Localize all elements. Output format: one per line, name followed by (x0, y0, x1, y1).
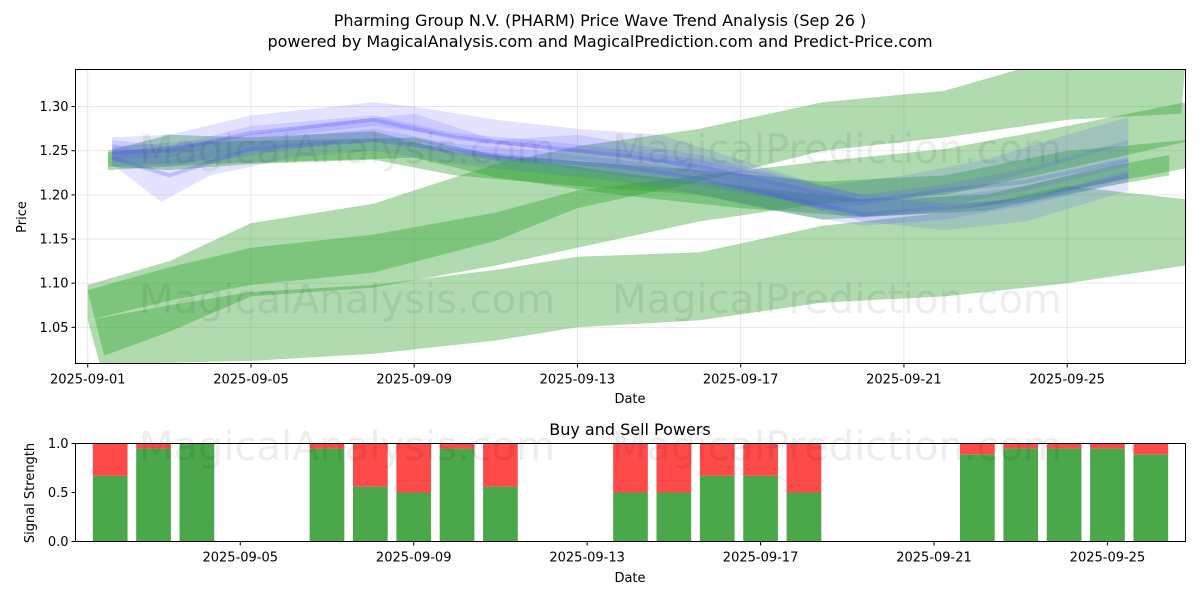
price-y-tick-label: 1.05 (40, 321, 69, 336)
buy-power-bar (786, 492, 822, 542)
signal-y-tick-label: 0.5 (48, 486, 69, 501)
signal-chart: Buy and Sell Powers MagicalAnalysis.com … (23, 420, 1186, 586)
signal-x-tick-label: 2025-09-13 (549, 551, 625, 566)
price-series (87, 69, 1186, 364)
buy-power-bar (1133, 454, 1169, 542)
price-wave-chart: MagicalAnalysis.com MagicalPrediction.co… (15, 69, 1186, 407)
price-y-tick-label: 1.20 (40, 188, 69, 203)
price-y-tick-label: 1.25 (40, 144, 69, 159)
signal-x-axis-label: Date (614, 571, 645, 586)
blue-wave-line (112, 117, 1129, 204)
price-axes-frame (75, 69, 1186, 364)
sell-power-bar (396, 443, 432, 493)
price-x-ticks: 2025-09-01 2025-09-05 2025-09-09 2025-09-13… (50, 363, 1105, 388)
price-x-tick-label: 2025-09-21 (866, 373, 942, 388)
green-wave-band (87, 102, 1186, 356)
sell-power-bar (353, 443, 388, 487)
sell-power-bar (1003, 443, 1039, 449)
blue-wave-band (112, 115, 1129, 217)
price-y-ticks: 1.05 1.10 1.15 1.20 1.25 1.30 (40, 100, 76, 336)
sell-power-bar (699, 443, 735, 476)
buy-power-bar (656, 492, 692, 542)
price-x-tick-label: 2025-09-17 (703, 373, 779, 388)
sell-power-bar (439, 443, 475, 449)
signal-x-tick-label: 2025-09-05 (202, 551, 278, 566)
price-y-tick-label: 1.10 (40, 277, 69, 292)
buy-power-bar (1046, 448, 1082, 542)
buy-power-bar (396, 492, 432, 542)
price-x-tick-label: 2025-09-13 (540, 373, 616, 388)
buy-power-bar (743, 475, 778, 542)
chart-title: Pharming Group N.V. (PHARM) Price Wave T… (334, 11, 867, 30)
buy-power-bar (1003, 448, 1039, 542)
signal-y-axis-label: Signal Strength (23, 443, 38, 543)
blue-wave-band (112, 102, 1129, 211)
buy-power-bar (439, 448, 475, 542)
price-y-tick-label: 1.15 (40, 233, 69, 248)
sell-power-bar (1133, 443, 1169, 455)
signal-x-tick-label: 2025-09-21 (896, 551, 972, 566)
buy-power-bar (179, 443, 215, 542)
signal-x-ticks: 2025-09-05 2025-09-09 2025-09-13 2025-09-17… (202, 541, 1146, 566)
sell-power-bar (613, 443, 648, 493)
watermark-bottom-left: MagicalAnalysis.com (139, 424, 555, 470)
watermark-mid-left: MagicalAnalysis.com (139, 277, 555, 323)
buy-power-bar (699, 475, 735, 542)
watermark-bottom-right: MagicalPrediction.com (612, 424, 1062, 470)
buy-power-bar (309, 448, 345, 542)
green-wave-band (108, 131, 1186, 220)
signal-x-tick-label: 2025-09-17 (723, 551, 799, 566)
watermark-top-left: MagicalAnalysis.com (139, 127, 555, 173)
watermark-mid-right: MagicalPrediction.com (612, 277, 1062, 323)
buy-power-bar (136, 448, 171, 542)
price-grid (75, 69, 1186, 364)
sell-power-bar (483, 443, 518, 487)
green-wave-band (108, 137, 1170, 217)
price-x-axis-label: Date (614, 392, 645, 407)
buy-power-bar (92, 475, 128, 542)
price-y-tick-label: 1.30 (40, 100, 69, 115)
green-wave-band (87, 69, 1185, 321)
sell-power-bar (656, 443, 692, 493)
blue-wave-band (112, 128, 1129, 226)
buy-power-bar (960, 454, 995, 542)
sell-power-bar (1090, 443, 1125, 449)
price-x-tick-label: 2025-09-25 (1029, 373, 1105, 388)
buy-power-bar (1090, 448, 1125, 542)
buy-power-bar (353, 486, 388, 542)
signal-y-ticks: 0.0 0.5 1.0 (48, 437, 76, 550)
sell-power-bar (960, 443, 995, 455)
watermark-top-right: MagicalPrediction.com (612, 127, 1062, 173)
price-x-tick-label: 2025-09-09 (376, 373, 452, 388)
price-plot-area (87, 69, 1186, 364)
signal-y-tick-label: 0.0 (48, 535, 69, 550)
blue-wave-band (112, 113, 1129, 231)
chart-subtitle: powered by MagicalAnalysis.com and Magic… (267, 32, 932, 51)
signal-bars (92, 443, 1169, 542)
signal-y-tick-label: 1.0 (48, 437, 69, 452)
sell-power-bar (92, 443, 128, 476)
signal-x-tick-label: 2025-09-25 (1070, 551, 1146, 566)
signal-chart-title: Buy and Sell Powers (549, 420, 711, 439)
blue-wave-line (111, 138, 1129, 217)
buy-power-bar (613, 492, 648, 542)
signal-x-tick-label: 2025-09-09 (376, 551, 452, 566)
sell-power-bar (743, 443, 778, 476)
sell-power-bar (786, 443, 822, 493)
price-x-tick-label: 2025-09-01 (50, 373, 126, 388)
price-x-tick-label: 2025-09-05 (213, 373, 289, 388)
sell-power-bar (309, 443, 345, 449)
green-wave-band (87, 186, 1186, 364)
price-y-axis-label: Price (15, 201, 30, 233)
sell-power-bar (1046, 443, 1082, 449)
buy-power-bar (483, 486, 518, 542)
sell-power-bar (136, 443, 171, 449)
